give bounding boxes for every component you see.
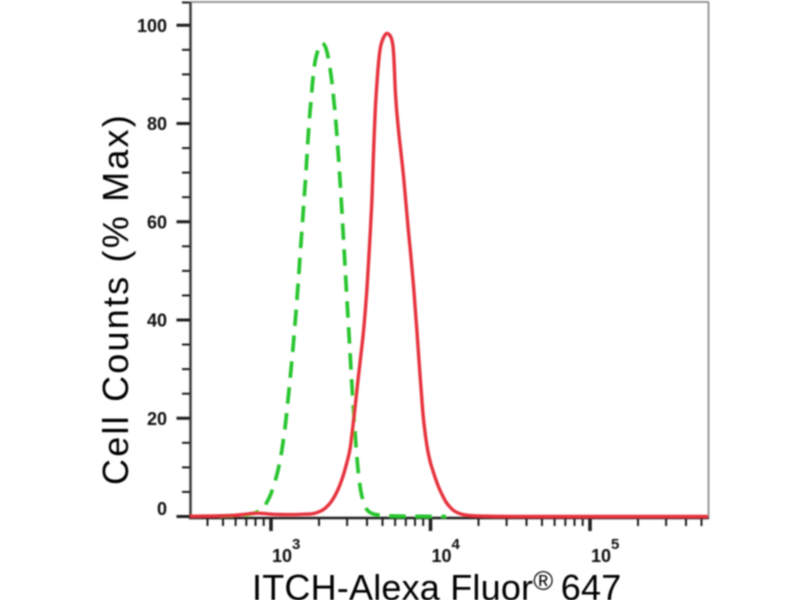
svg-text:104: 104 xyxy=(432,536,461,566)
svg-text:ITCH-Alexa Fluor® 647: ITCH-Alexa Fluor® 647 xyxy=(252,566,621,600)
svg-text:20: 20 xyxy=(147,409,167,429)
svg-text:103: 103 xyxy=(272,536,300,566)
svg-text:0: 0 xyxy=(157,499,167,519)
svg-text:40: 40 xyxy=(147,311,167,331)
svg-text:100: 100 xyxy=(137,16,167,36)
svg-text:105: 105 xyxy=(591,536,619,566)
svg-text:Cell Counts (% Max): Cell Counts (% Max) xyxy=(95,113,136,485)
svg-text:80: 80 xyxy=(147,114,167,134)
svg-text:60: 60 xyxy=(147,212,167,232)
